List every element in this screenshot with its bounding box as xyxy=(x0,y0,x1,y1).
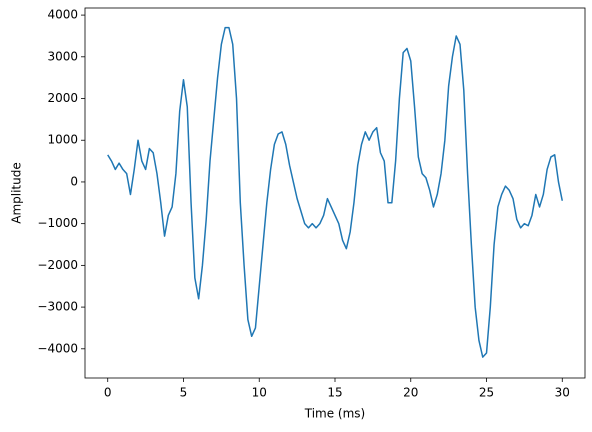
x-tick-label: 5 xyxy=(180,386,188,400)
y-tick-label: −4000 xyxy=(37,341,78,355)
y-tick-label: −3000 xyxy=(37,300,78,314)
y-tick-label: 3000 xyxy=(47,49,78,63)
line-series xyxy=(107,26,564,358)
x-tick-label: 15 xyxy=(327,386,342,400)
x-axis-label: Time (ms) xyxy=(304,407,366,421)
y-tick-label: −2000 xyxy=(37,258,78,272)
y-tick-label: 0 xyxy=(70,174,78,188)
y-tick-label: −1000 xyxy=(37,216,78,230)
y-axis-label: Amplitude xyxy=(10,162,24,224)
y-tick-label: 2000 xyxy=(47,91,78,105)
x-tick-label: 20 xyxy=(403,386,418,400)
x-tick-label: 25 xyxy=(479,386,494,400)
x-tick-label: 30 xyxy=(555,386,570,400)
y-tick-label: 1000 xyxy=(47,133,78,147)
y-tick-label: 4000 xyxy=(47,8,78,22)
x-tick-label: 10 xyxy=(252,386,267,400)
x-tick-label: 0 xyxy=(104,386,112,400)
